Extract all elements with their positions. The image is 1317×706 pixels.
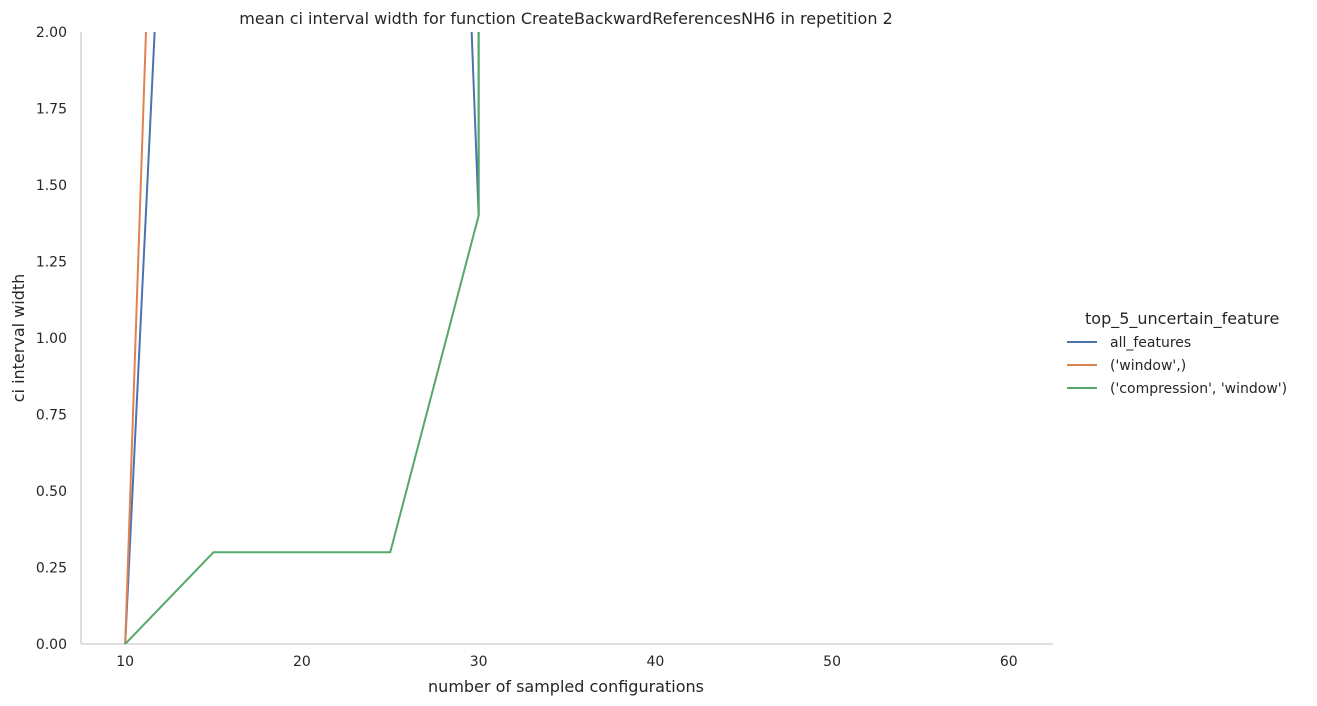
y-tick-label: 0.75	[36, 408, 67, 424]
x-tick-label: 30	[470, 654, 488, 670]
legend-label-1: all_features	[1110, 335, 1191, 351]
y-tick-label: 1.50	[36, 178, 67, 194]
series-line-1	[124, 32, 480, 644]
y-tick-label: 0.25	[36, 561, 67, 577]
x-axis-label: number of sampled configurations	[428, 677, 704, 696]
series-line-2	[124, 32, 147, 644]
y-axis-label: ci interval width	[9, 274, 28, 403]
legend-label-2: ('window',)	[1110, 358, 1186, 374]
y-tick-label: 1.00	[36, 331, 67, 347]
y-tick-label: 0.50	[36, 484, 67, 500]
x-tick-label: 60	[1000, 654, 1018, 670]
y-tick-label: 0.00	[36, 637, 67, 653]
x-tick-label: 50	[823, 654, 841, 670]
series-line-3	[124, 32, 480, 644]
legend-title: top_5_uncertain_feature	[1085, 309, 1279, 329]
y-tick-label: 1.75	[36, 102, 67, 118]
legend: top_5_uncertain_feature all_features ('wi…	[1067, 309, 1287, 397]
series-lines	[124, 32, 480, 644]
legend-label-3: ('compression', 'window')	[1110, 381, 1287, 397]
x-tick-label: 20	[293, 654, 311, 670]
x-tick-label: 40	[646, 654, 664, 670]
y-axis-ticks: 0.00 0.25 0.50 0.75 1.00 1.25 1.50 1.75 2.00	[36, 25, 67, 653]
y-tick-label: 1.25	[36, 255, 67, 271]
y-tick-label: 2.00	[36, 25, 67, 41]
chart-title: mean ci interval width for function Crea…	[239, 9, 893, 28]
x-tick-label: 10	[116, 654, 134, 670]
x-axis-ticks: 10 20 30 40 50 60	[116, 654, 1017, 670]
